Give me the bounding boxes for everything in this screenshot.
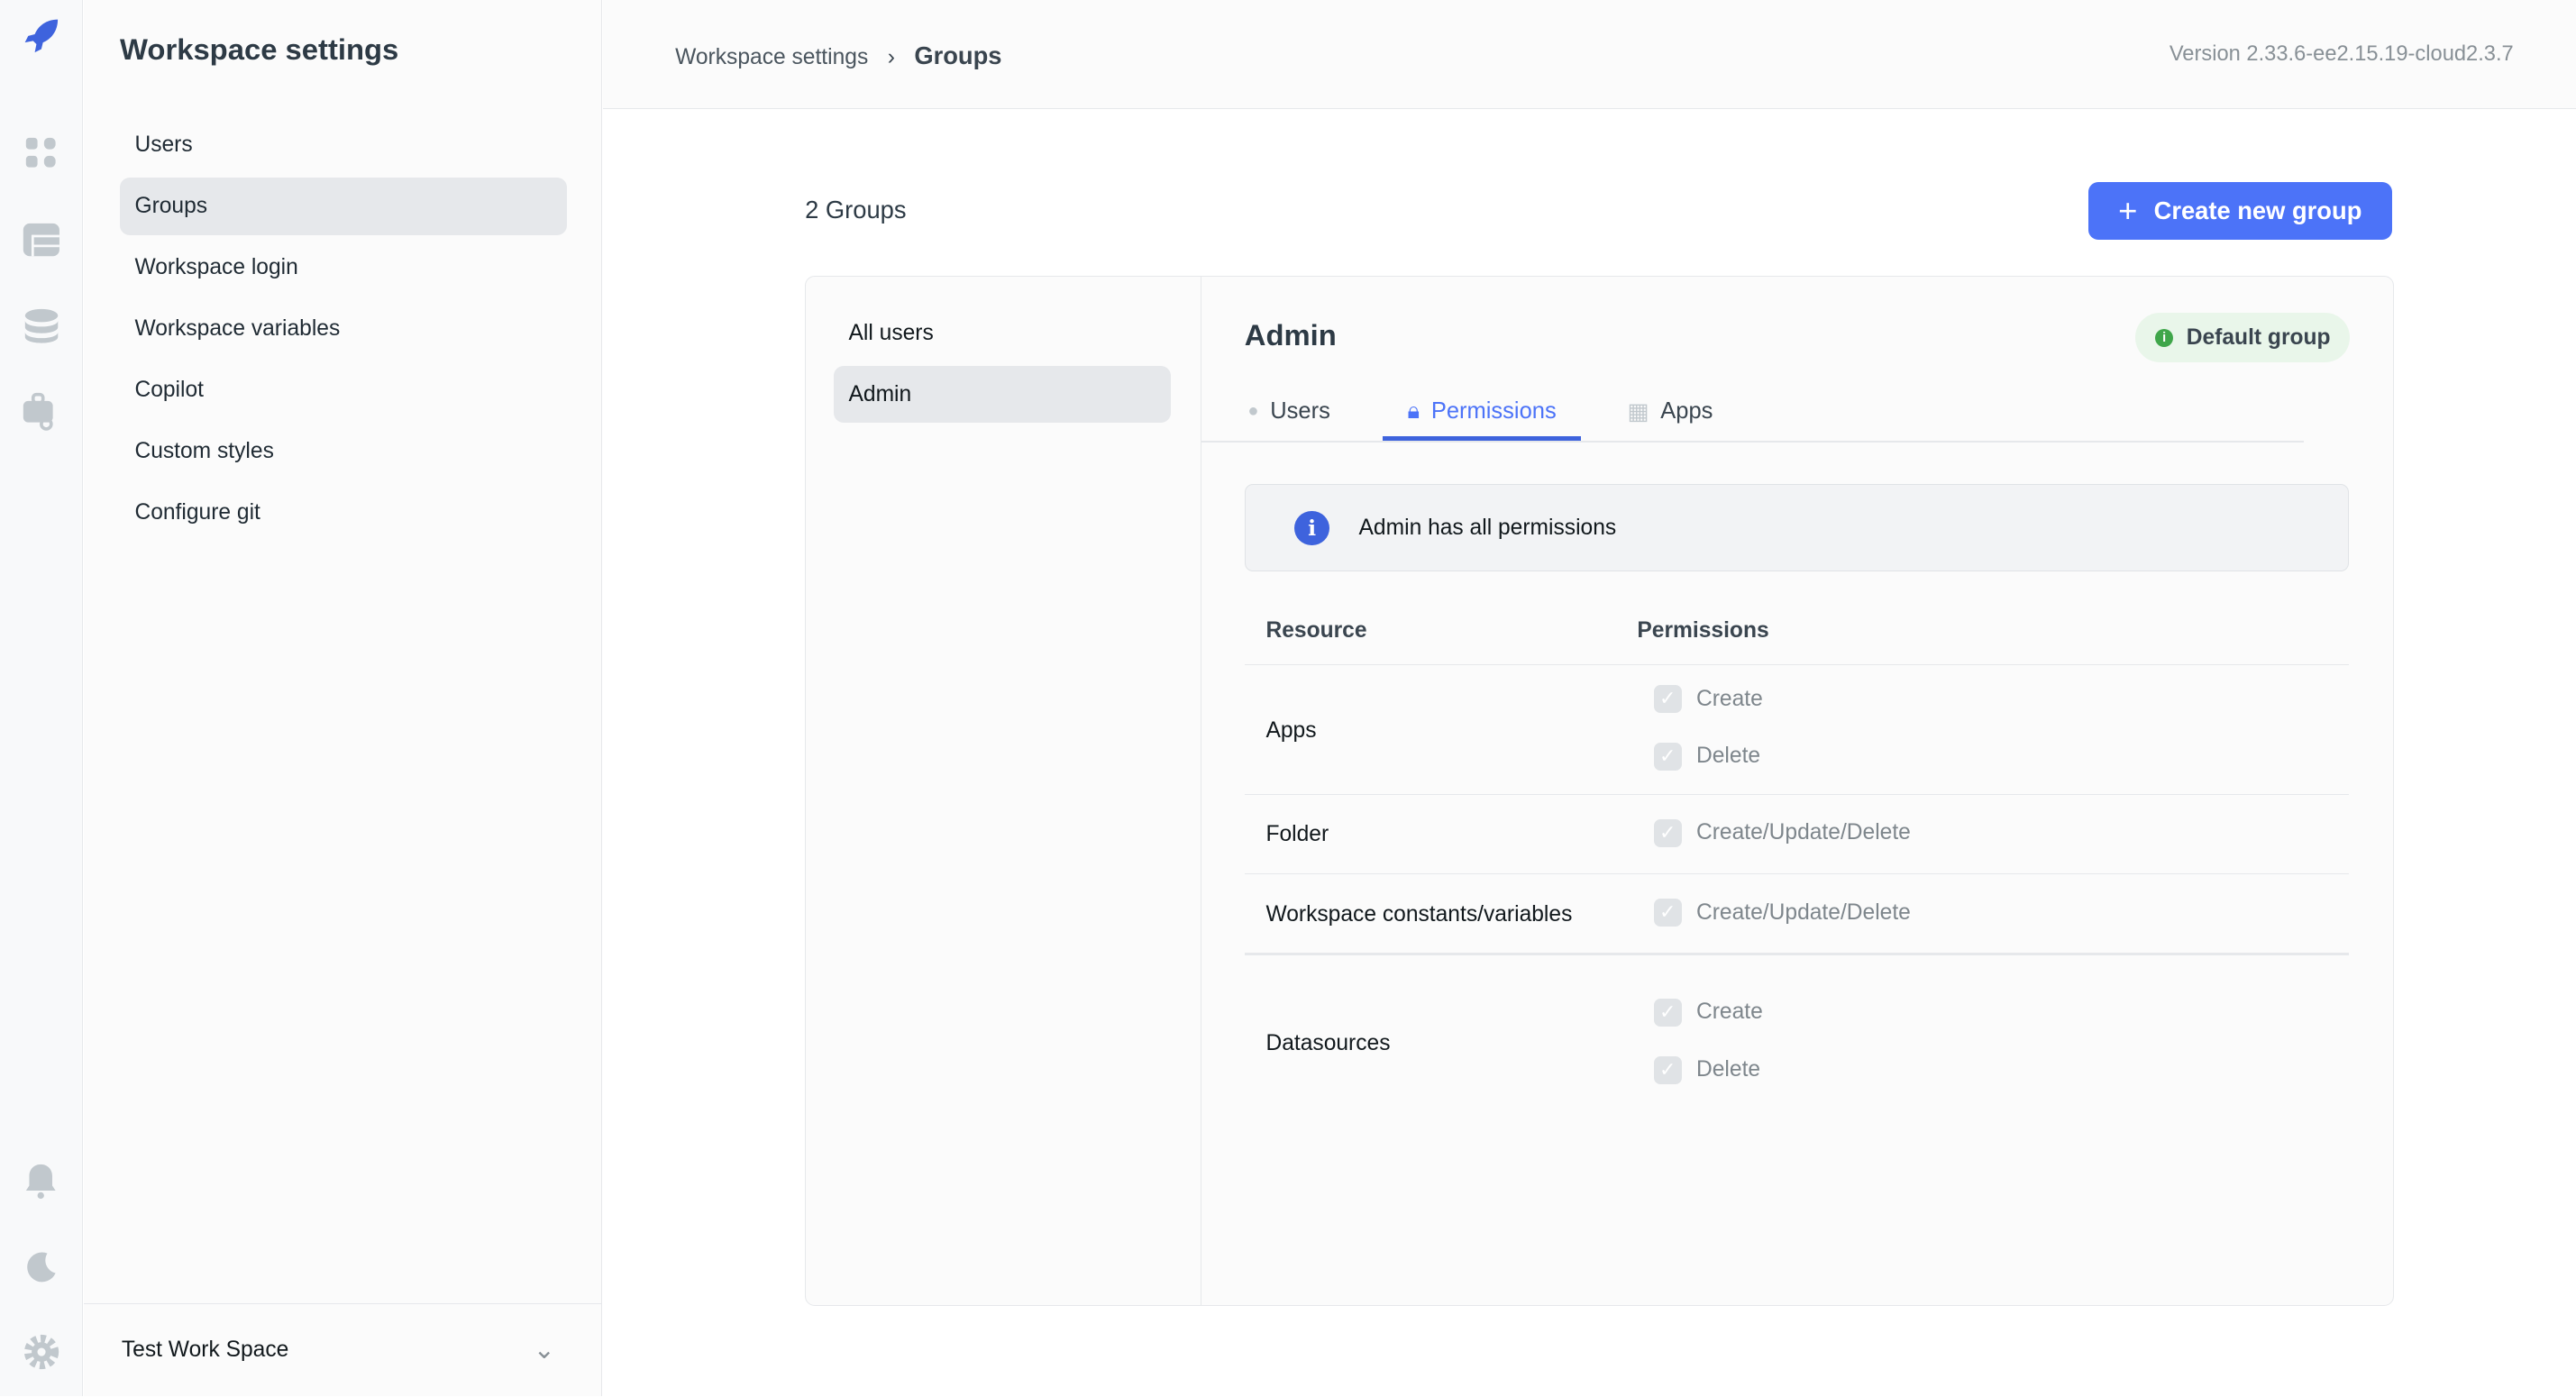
group-title: Admin: [1244, 317, 1337, 352]
group-item-all-users[interactable]: All users: [848, 321, 934, 346]
permission-checkbox[interactable]: ✓ Create/Update/Delete: [1653, 818, 1911, 847]
tab-label: Users: [1270, 398, 1330, 425]
create-new-group-button[interactable]: + Create new group: [2087, 182, 2392, 241]
info-banner: i Admin has all permissions: [1244, 483, 2349, 571]
permission-checkbox[interactable]: ✓ Create/Update/Delete: [1653, 899, 1911, 927]
check-icon: ✓: [1653, 899, 1682, 927]
workflow-key-icon[interactable]: [22, 391, 61, 431]
plus-icon: +: [2118, 192, 2138, 230]
header: Workspace settings › Groups Version 2.33…: [602, 0, 2576, 110]
permission-checkbox[interactable]: ✓ Delete: [1653, 1055, 1761, 1084]
tab-users[interactable]: ● Users: [1247, 382, 1329, 442]
sidebar-item-workspace-login[interactable]: Workspace login: [134, 255, 298, 280]
tab-label: Apps: [1660, 398, 1713, 425]
resource-name: Datasources: [1265, 1031, 1391, 1056]
resource-name: Workspace constants/variables: [1265, 901, 1573, 927]
check-icon: ✓: [1653, 818, 1682, 847]
sidebar-item-workspace-variables[interactable]: Workspace variables: [134, 316, 341, 342]
check-icon: ✓: [1653, 998, 1682, 1027]
permission-label: Delete: [1695, 1057, 1761, 1082]
breadcrumb-groups: Groups: [914, 41, 1002, 69]
database-icon[interactable]: [22, 306, 61, 345]
column-resource: Resource: [1265, 618, 1367, 644]
info-text: Admin has all permissions: [1358, 516, 1617, 541]
table-row: Workspace constants/variables ✓ Create/Up…: [1244, 874, 2349, 956]
group-list: All users Admin: [806, 277, 1201, 1306]
check-icon: ✓: [1653, 743, 1682, 771]
sidebar-item-custom-styles[interactable]: Custom styles: [134, 439, 274, 464]
permission-label: Delete: [1695, 744, 1761, 769]
permissions-table: Resource Permissions Apps ✓ Create ✓ Delete…: [1244, 602, 2349, 1120]
table-row: Folder ✓ Create/Update/Delete: [1244, 795, 2349, 874]
tab-label: Permissions: [1430, 398, 1557, 425]
table-row: Datasources ✓ Create ✓ Delete: [1245, 955, 2349, 1119]
chevron-down-icon: ⌄: [533, 1336, 556, 1365]
permission-label: Create/Update/Delete: [1695, 899, 1911, 925]
apps-icon: ▦: [1627, 398, 1649, 425]
rocket-logo-icon[interactable]: [22, 16, 61, 56]
check-icon: ✓: [1653, 685, 1682, 714]
users-icon: ●: [1247, 401, 1259, 422]
version-label: Version 2.33.6-ee2.15.19-cloud2.3.7: [2169, 42, 2514, 67]
permission-checkbox[interactable]: ✓ Create: [1653, 998, 1763, 1027]
column-permissions: Permissions: [1637, 618, 1769, 644]
sidebar-item-groups[interactable]: Groups: [120, 178, 567, 236]
group-item-admin[interactable]: Admin: [834, 365, 1171, 424]
lock-icon: 🔒︎: [1407, 397, 1420, 424]
info-icon: i: [1294, 511, 1329, 546]
tab-apps[interactable]: ▦ Apps: [1627, 382, 1713, 442]
sidebar-item-users[interactable]: Users: [134, 132, 193, 158]
create-new-group-label: Create new group: [2153, 196, 2362, 225]
permission-label: Create: [1695, 686, 1763, 711]
permission-label: Create/Update/Delete: [1695, 820, 1911, 845]
sidebar-item-configure-git[interactable]: Configure git: [134, 500, 260, 525]
apps-icon[interactable]: [22, 133, 61, 173]
permission-checkbox[interactable]: ✓ Delete: [1653, 743, 1761, 771]
check-icon: ✓: [1653, 1055, 1682, 1084]
breadcrumb: Workspace settings › Groups: [675, 41, 1001, 70]
breadcrumb-workspace-settings[interactable]: Workspace settings: [675, 44, 869, 69]
bell-icon[interactable]: [22, 1162, 61, 1201]
workspace-switcher[interactable]: Test Work Space ⌄: [83, 1303, 602, 1396]
workspace-name: Test Work Space: [121, 1337, 289, 1362]
icon-rail: [0, 0, 84, 1397]
permission-label: Create: [1695, 1000, 1763, 1025]
permission-checkbox[interactable]: ✓ Create: [1653, 685, 1763, 714]
chevron-right-icon: ›: [887, 44, 895, 69]
groups-panel: All users Admin Admin i Default group ● Us…: [805, 276, 2394, 1307]
sidebar-item-copilot[interactable]: Copilot: [134, 378, 204, 403]
settings-sidebar: Workspace settings Users Groups Workspac…: [83, 0, 603, 1397]
groups-count: 2 Groups: [805, 195, 907, 224]
default-group-badge: i Default group: [2135, 313, 2351, 362]
table-header: Resource Permissions: [1244, 602, 2349, 666]
badge-label: Default group: [2186, 324, 2331, 350]
sidebar-title: Workspace settings: [120, 32, 399, 67]
moon-icon[interactable]: [22, 1246, 61, 1286]
resource-name: Apps: [1265, 717, 1317, 743]
table-icon[interactable]: [22, 220, 61, 260]
resource-name: Folder: [1265, 822, 1329, 847]
tab-permissions[interactable]: 🔒︎ Permissions: [1382, 382, 1582, 442]
gear-icon[interactable]: [22, 1332, 61, 1372]
table-row: Apps ✓ Create ✓ Delete: [1244, 665, 2349, 795]
info-dot-icon: i: [2155, 328, 2174, 347]
group-tabs: ● Users 🔒︎ Permissions ▦ Apps: [1201, 382, 2305, 443]
